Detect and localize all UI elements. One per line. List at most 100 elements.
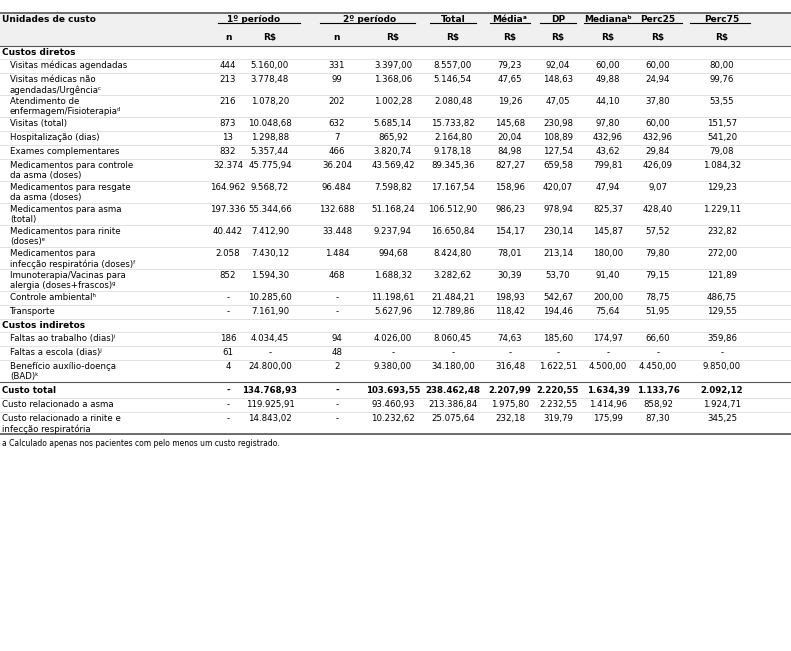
Text: -: - xyxy=(392,348,395,357)
Text: 33.448: 33.448 xyxy=(322,227,352,236)
Text: 103.693,55: 103.693,55 xyxy=(365,386,420,395)
Text: 345,25: 345,25 xyxy=(707,414,737,423)
Text: 4.026,00: 4.026,00 xyxy=(374,334,412,343)
Text: R$: R$ xyxy=(601,33,615,42)
Text: 60,00: 60,00 xyxy=(596,61,620,70)
Text: 1.594,30: 1.594,30 xyxy=(251,271,289,280)
Text: Atendimento de
enfermagem/Fisioterapiaᵈ: Atendimento de enfermagem/Fisioterapiaᵈ xyxy=(10,97,121,117)
Text: 799,81: 799,81 xyxy=(593,161,623,170)
Text: 4: 4 xyxy=(225,362,231,371)
Text: 1.414,96: 1.414,96 xyxy=(589,400,627,409)
Text: 89.345,36: 89.345,36 xyxy=(431,161,475,170)
Text: 14.843,02: 14.843,02 xyxy=(248,414,292,423)
Text: 5.357,44: 5.357,44 xyxy=(251,147,290,156)
Text: R$: R$ xyxy=(446,33,460,42)
Text: 331: 331 xyxy=(329,61,345,70)
Text: 8.424,80: 8.424,80 xyxy=(434,249,472,258)
Text: 53,70: 53,70 xyxy=(546,271,570,280)
Text: Médiaᵃ: Médiaᵃ xyxy=(493,15,528,24)
Text: 1.688,32: 1.688,32 xyxy=(374,271,412,280)
Text: 865,92: 865,92 xyxy=(378,133,408,142)
Text: Custo relacionado a rinite e
infecção respiratória: Custo relacionado a rinite e infecção re… xyxy=(2,414,121,434)
Text: -: - xyxy=(268,348,271,357)
Text: 1.002,28: 1.002,28 xyxy=(374,97,412,106)
Text: -: - xyxy=(452,348,455,357)
Text: 20,04: 20,04 xyxy=(498,133,522,142)
Text: 2.232,55: 2.232,55 xyxy=(539,400,577,409)
Text: 186: 186 xyxy=(220,334,237,343)
Text: 40.442: 40.442 xyxy=(213,227,243,236)
Text: 24.800,00: 24.800,00 xyxy=(248,362,292,371)
Text: 7.161,90: 7.161,90 xyxy=(251,307,289,316)
Text: 230,14: 230,14 xyxy=(543,227,573,236)
Text: 359,86: 359,86 xyxy=(707,334,737,343)
Text: a Calculado apenas nos pacientes com pelo menos um custo registrado.: a Calculado apenas nos pacientes com pel… xyxy=(2,439,280,448)
Text: 5.685,14: 5.685,14 xyxy=(374,119,412,128)
Text: Medicamentos para controle
da asma (doses): Medicamentos para controle da asma (dose… xyxy=(10,161,133,180)
Text: 60,00: 60,00 xyxy=(645,119,670,128)
Text: 420,07: 420,07 xyxy=(543,183,573,192)
Text: Custo total: Custo total xyxy=(2,386,56,395)
Text: Unidades de custo: Unidades de custo xyxy=(2,15,96,24)
Text: 1.084,32: 1.084,32 xyxy=(703,161,741,170)
Text: 632: 632 xyxy=(329,119,345,128)
Text: Perc25: Perc25 xyxy=(641,15,676,24)
Text: 216: 216 xyxy=(220,97,237,106)
Text: Hospitalização (dias): Hospitalização (dias) xyxy=(10,133,100,142)
Text: 232,82: 232,82 xyxy=(707,227,737,236)
Text: -: - xyxy=(509,348,512,357)
Text: 96.484: 96.484 xyxy=(322,183,352,192)
Text: 21.484,21: 21.484,21 xyxy=(431,293,475,302)
Text: 87,30: 87,30 xyxy=(645,414,670,423)
Text: Medicamentos para resgate
da asma (doses): Medicamentos para resgate da asma (doses… xyxy=(10,183,131,202)
Text: 2: 2 xyxy=(335,362,340,371)
Text: R$: R$ xyxy=(652,33,664,42)
Text: 2.092,12: 2.092,12 xyxy=(701,386,744,395)
Text: 12.789,86: 12.789,86 xyxy=(431,307,475,316)
Text: 91,40: 91,40 xyxy=(596,271,620,280)
Text: 1.078,20: 1.078,20 xyxy=(251,97,290,106)
Text: 57,52: 57,52 xyxy=(645,227,670,236)
Text: 78,75: 78,75 xyxy=(645,293,670,302)
Text: 232,18: 232,18 xyxy=(495,414,525,423)
Text: -: - xyxy=(335,307,339,316)
Text: 145,87: 145,87 xyxy=(593,227,623,236)
Text: 5.146,54: 5.146,54 xyxy=(434,75,472,84)
Text: 74,63: 74,63 xyxy=(498,334,522,343)
Text: -: - xyxy=(335,386,339,395)
Text: 132.688: 132.688 xyxy=(320,205,355,214)
Text: Exames complementares: Exames complementares xyxy=(10,147,119,156)
Text: Custos diretos: Custos diretos xyxy=(2,48,75,57)
Text: 106.512,90: 106.512,90 xyxy=(429,205,478,214)
Text: 873: 873 xyxy=(220,119,237,128)
Text: 230,98: 230,98 xyxy=(543,119,573,128)
Text: 158,96: 158,96 xyxy=(495,183,525,192)
Text: 9.380,00: 9.380,00 xyxy=(374,362,412,371)
Text: 43,62: 43,62 xyxy=(596,147,620,156)
Text: 93.460,93: 93.460,93 xyxy=(371,400,414,409)
Text: 29,84: 29,84 xyxy=(645,147,670,156)
Text: 25.075,64: 25.075,64 xyxy=(431,414,475,423)
Text: 78,01: 78,01 xyxy=(498,249,522,258)
Text: 108,89: 108,89 xyxy=(543,133,573,142)
Text: 11.198,61: 11.198,61 xyxy=(371,293,414,302)
Text: 24,94: 24,94 xyxy=(645,75,670,84)
Text: -: - xyxy=(335,400,339,409)
Text: 92,04: 92,04 xyxy=(546,61,570,70)
Text: 129,55: 129,55 xyxy=(707,307,737,316)
Text: 9.237,94: 9.237,94 xyxy=(374,227,412,236)
Text: 36.204: 36.204 xyxy=(322,161,352,170)
Text: 2.080,48: 2.080,48 xyxy=(434,97,472,106)
Text: 47,65: 47,65 xyxy=(498,75,522,84)
Text: 213.386,84: 213.386,84 xyxy=(429,400,478,409)
Text: 8.060,45: 8.060,45 xyxy=(434,334,472,343)
Text: 134.768,93: 134.768,93 xyxy=(243,386,297,395)
Text: 7: 7 xyxy=(335,133,340,142)
Text: 51.168,24: 51.168,24 xyxy=(371,205,414,214)
Text: 119.925,91: 119.925,91 xyxy=(245,400,294,409)
Text: -: - xyxy=(226,386,230,395)
Text: 466: 466 xyxy=(329,147,345,156)
Text: -: - xyxy=(335,414,339,423)
Text: 148,63: 148,63 xyxy=(543,75,573,84)
Text: 3.397,00: 3.397,00 xyxy=(374,61,412,70)
